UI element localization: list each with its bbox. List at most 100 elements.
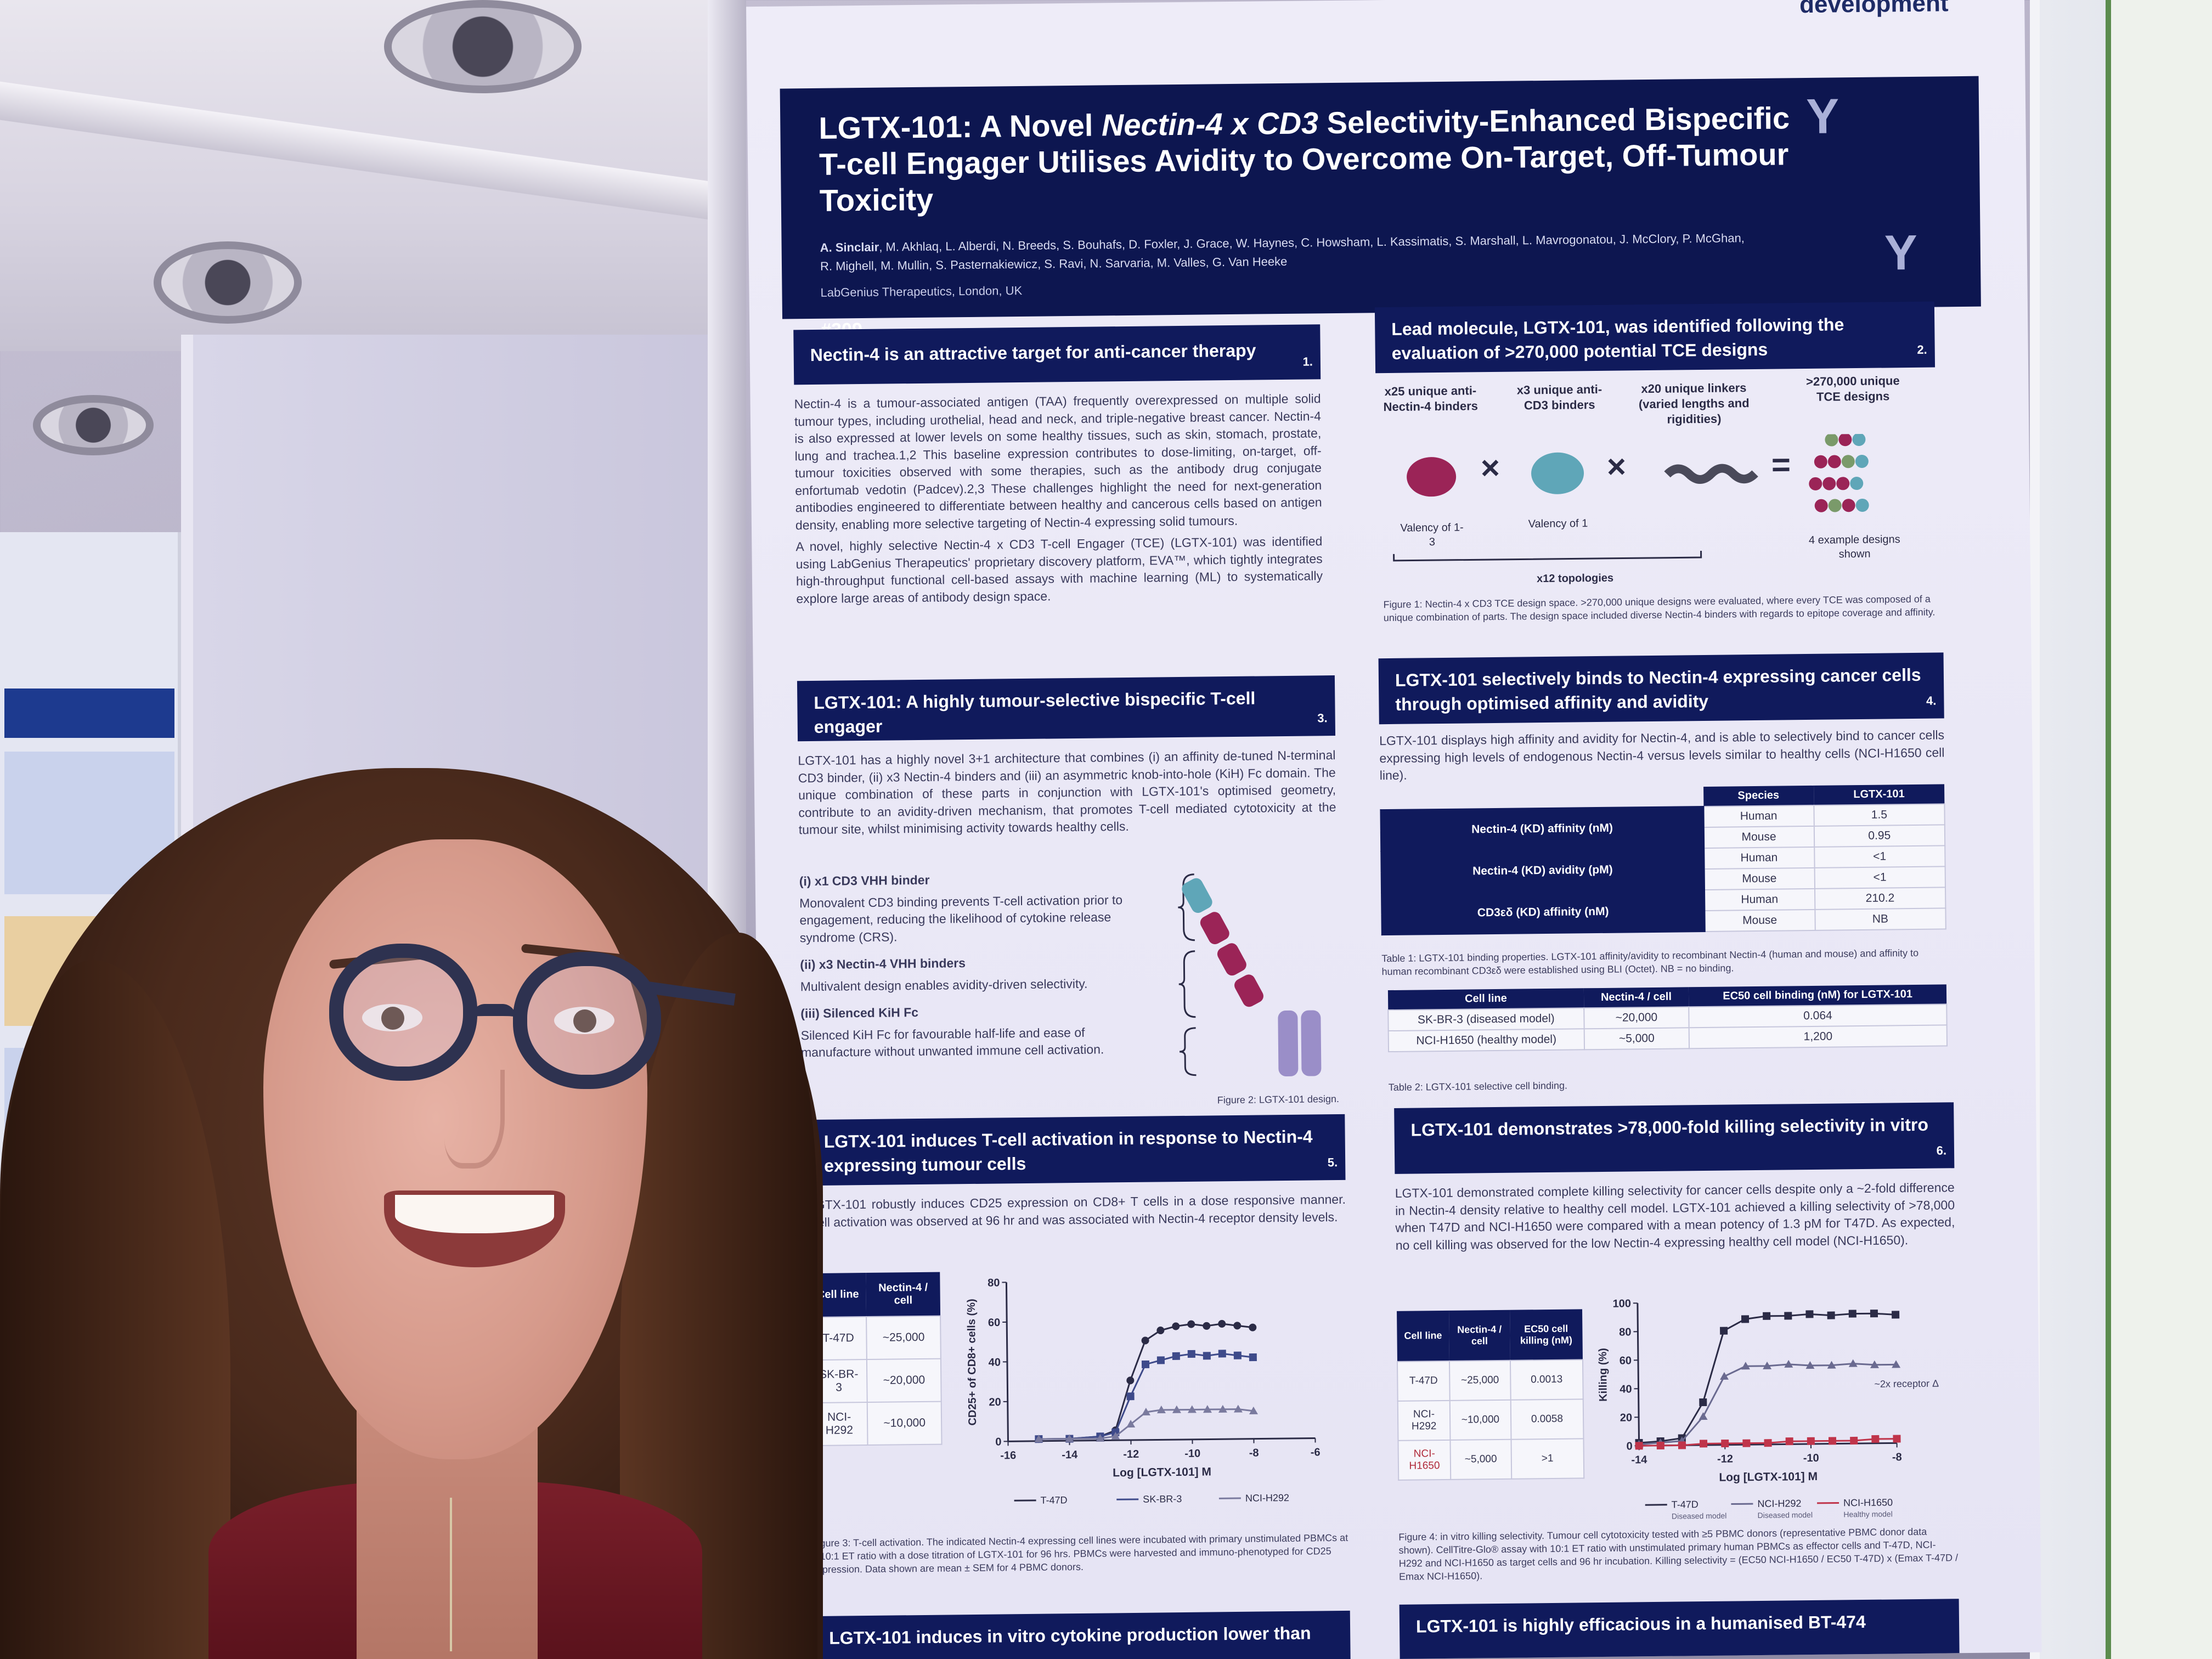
x-tick-label: -8: [1892, 1451, 1902, 1463]
design-space-figure: [1393, 433, 1869, 562]
data-point: [1249, 1323, 1257, 1331]
equals-symbol: =: [1771, 446, 1791, 483]
y-tick-label: 40: [989, 1356, 1001, 1368]
data-point: [1784, 1312, 1792, 1320]
section-title: Lead molecule, LGTX-101, was identified …: [1391, 314, 1844, 363]
table-row: T-47D ~25,000: [810, 1316, 941, 1361]
table-cell: ~10,000: [867, 1401, 942, 1446]
table-header: Nectin-4 / cell: [1583, 987, 1689, 1008]
data-point: [1096, 1434, 1105, 1442]
nose: [444, 1070, 505, 1169]
neighbour-strip: [2106, 0, 2212, 1659]
section-1-header: Nectin-4 is an attractive target for ant…: [793, 324, 1321, 385]
part-text: Monovalent CD3 binding prevents T-cell a…: [799, 892, 1123, 945]
y-tick-label: 40: [1620, 1383, 1632, 1395]
y-axis-label: CD25+ of CD8+ cells (%): [966, 1299, 979, 1425]
y-tick-label: 20: [989, 1396, 1001, 1408]
table-cell: 0.0058: [1510, 1399, 1584, 1440]
section-3-header: LGTX-101: A highly tumour-selective bisp…: [797, 675, 1336, 742]
part-heading: (ii) x3 Nectin-4 VHH binders: [800, 956, 966, 972]
legend-sublabel: Diseased model: [1672, 1511, 1727, 1521]
table-2-caption: Table 2: LGTX-101 selective cell binding…: [1388, 1080, 1568, 1093]
data-point: [1187, 1350, 1195, 1358]
data-point: [1111, 1432, 1120, 1440]
y-tick-label: 60: [988, 1317, 1000, 1329]
section-1-body: Nectin-4 is a tumour-associated antigen …: [794, 390, 1323, 607]
table-cell: Mouse: [1704, 909, 1815, 932]
x-tick-label: -6: [1311, 1446, 1321, 1458]
section-title: LGTX-101: A highly tumour-selective bisp…: [814, 688, 1256, 737]
fc-domain: [1278, 1010, 1299, 1076]
nectin-domain: [1217, 943, 1246, 976]
data-point: [1741, 1315, 1750, 1323]
glasses-bridge: [472, 1004, 516, 1017]
series-line: [1639, 1312, 1896, 1444]
data-point: [1893, 1435, 1901, 1443]
data-point: [1218, 1320, 1226, 1328]
data-point: [1249, 1406, 1258, 1414]
example-designs: [1809, 433, 1869, 512]
series-line: [1639, 1363, 1897, 1446]
data-point: [1805, 1361, 1815, 1369]
legend-label: SK-BR-3: [1143, 1493, 1182, 1505]
data-point: [1807, 1437, 1815, 1445]
necklace: [450, 1498, 466, 1651]
data-point: [1827, 1361, 1836, 1369]
legend-label: NCI-H292: [1757, 1498, 1801, 1509]
section-number: 4.: [1926, 693, 1937, 708]
x-tick-label: -8: [1249, 1447, 1259, 1459]
data-point: [1156, 1406, 1166, 1414]
table-header: EC50 cell binding (nM) for LGTX-101: [1689, 984, 1947, 1007]
nectin-domain: [1200, 912, 1229, 945]
data-point: [1203, 1352, 1211, 1360]
data-point: [1187, 1320, 1195, 1328]
section-title: LGTX-101 induces T-cell activation in re…: [823, 1126, 1313, 1176]
section-3-intro: LGTX-101 has a highly novel 3+1 architec…: [798, 748, 1336, 837]
data-point: [1233, 1322, 1242, 1330]
y-axis-label: Killing (%): [1597, 1348, 1610, 1402]
section-number: 5.: [1327, 1155, 1338, 1170]
antibody-icon: Y: [1884, 225, 1918, 281]
data-point: [1172, 1405, 1181, 1413]
data-point: [1699, 1412, 1708, 1420]
section-title: LGTX-101 induces in vitro cytokine produ…: [829, 1623, 1311, 1648]
data-point: [1784, 1359, 1793, 1368]
data-point: [1805, 1310, 1814, 1318]
table-header: Cell line: [1387, 988, 1584, 1011]
data-point: [1721, 1439, 1729, 1448]
data-point: [1249, 1353, 1257, 1362]
table-row: NCI-H1650 ~5,000 >1: [1398, 1438, 1584, 1480]
section-4-header: LGTX-101 selectively binds to Nectin-4 e…: [1378, 652, 1944, 725]
data-point: [1828, 1437, 1837, 1445]
data-point: [1892, 1311, 1900, 1319]
data-point: [1720, 1372, 1729, 1380]
y-axis: [1005, 1282, 1009, 1442]
neighbouring-poster-right: [2030, 0, 2212, 1659]
section-8-header: LGTX-101 is highly efficacious in a huma…: [1399, 1599, 1960, 1659]
ceiling-vent: [154, 241, 302, 324]
ceiling-vent: [384, 0, 582, 93]
table-header: Nectin-4 / cell: [1448, 1310, 1510, 1361]
cd3-domain: [1182, 878, 1212, 913]
tce-structure-diagram: [1178, 873, 1322, 1076]
y-tick-label: 0: [995, 1436, 1001, 1448]
table-cell: 1.5: [1813, 804, 1945, 826]
table-header: Nectin-4 / cell: [866, 1272, 941, 1317]
glasses-lens: [513, 952, 661, 1089]
x-tick-label: -10: [1184, 1448, 1200, 1460]
data-point: [1126, 1376, 1135, 1385]
data-point: [1700, 1440, 1708, 1448]
linker-squiggle: [1664, 464, 1758, 484]
valency-label: Valency of 1: [1528, 517, 1588, 531]
section-6-intro: LGTX-101 demonstrated complete killing s…: [1395, 1180, 1955, 1252]
nectin-binder-blob: [1407, 457, 1457, 497]
x-tick-label: -16: [1000, 1449, 1016, 1462]
data-point: [1871, 1435, 1880, 1443]
part-text: Silenced KiH Fc for favourable half-life…: [800, 1025, 1104, 1060]
cd3-binder-blob: [1531, 452, 1584, 494]
figure-3-caption: Figure 3: T-cell activation. The indicat…: [811, 1532, 1348, 1576]
table-cell: Mouse: [1704, 867, 1815, 890]
section-7-header: LGTX-101 induces in vitro cytokine produ…: [812, 1610, 1351, 1659]
topologies-label: x12 topologies: [1536, 572, 1614, 585]
table-cell: >1: [1511, 1438, 1584, 1479]
